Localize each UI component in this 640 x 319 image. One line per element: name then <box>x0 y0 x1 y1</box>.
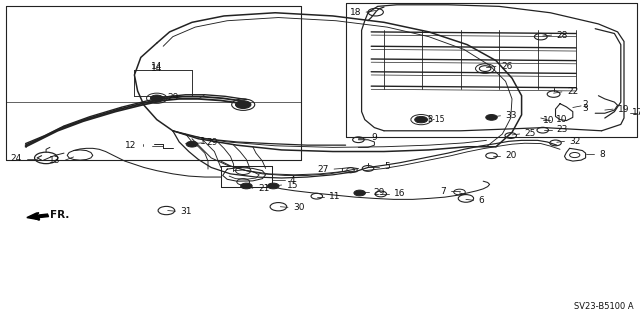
Text: FR.: FR. <box>50 210 69 220</box>
Text: 13: 13 <box>49 156 60 165</box>
Text: 8: 8 <box>599 150 605 159</box>
Text: 23: 23 <box>557 125 568 134</box>
Text: 14: 14 <box>151 64 163 73</box>
Text: 10: 10 <box>543 116 554 125</box>
Text: B-15: B-15 <box>428 115 445 124</box>
Text: 2: 2 <box>582 100 588 109</box>
Text: SV23-B5100 A: SV23-B5100 A <box>574 302 634 311</box>
Text: 29: 29 <box>207 138 218 147</box>
Text: 29: 29 <box>168 93 179 102</box>
Text: 9: 9 <box>371 133 377 142</box>
Text: 25: 25 <box>525 130 536 138</box>
Text: 28: 28 <box>557 31 568 40</box>
Text: 18: 18 <box>349 8 361 17</box>
Text: 7: 7 <box>440 187 446 196</box>
Text: 26: 26 <box>501 62 513 71</box>
Text: 1: 1 <box>200 137 206 146</box>
Text: 11: 11 <box>329 192 340 201</box>
Text: 21: 21 <box>258 184 269 193</box>
Text: 15: 15 <box>287 181 298 189</box>
Circle shape <box>354 190 365 196</box>
Text: 22: 22 <box>567 87 579 96</box>
Circle shape <box>150 95 163 101</box>
Text: 33: 33 <box>506 111 517 120</box>
Text: 6: 6 <box>479 196 484 205</box>
Circle shape <box>415 116 428 123</box>
Text: 24: 24 <box>10 154 22 163</box>
Text: 31: 31 <box>180 207 192 216</box>
Text: 19: 19 <box>618 105 630 114</box>
Text: 17: 17 <box>632 108 640 117</box>
Text: 5: 5 <box>384 162 390 171</box>
Text: 27: 27 <box>317 165 329 174</box>
Text: 30: 30 <box>293 203 305 212</box>
Circle shape <box>486 115 497 120</box>
Text: 29: 29 <box>374 188 385 197</box>
Text: 14: 14 <box>151 62 163 71</box>
FancyArrow shape <box>27 213 49 220</box>
Text: 16: 16 <box>394 189 406 198</box>
Text: 10: 10 <box>556 115 567 124</box>
Text: 3: 3 <box>582 104 588 113</box>
Text: 12: 12 <box>125 141 136 150</box>
Text: 4: 4 <box>290 176 296 185</box>
Text: 20: 20 <box>506 151 517 160</box>
Circle shape <box>186 141 198 147</box>
Circle shape <box>236 101 251 108</box>
Circle shape <box>241 183 252 189</box>
Circle shape <box>268 183 279 189</box>
Text: 32: 32 <box>570 137 581 146</box>
